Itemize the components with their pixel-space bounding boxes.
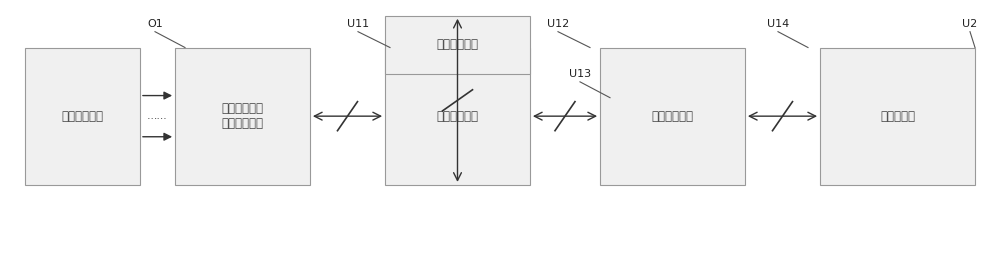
- Text: O1: O1: [147, 19, 163, 29]
- FancyBboxPatch shape: [600, 48, 745, 185]
- Text: 上位机软件: 上位机软件: [880, 110, 915, 123]
- FancyBboxPatch shape: [25, 48, 140, 185]
- Text: 数据处理部分: 数据处理部分: [436, 110, 479, 123]
- Text: U13: U13: [569, 69, 591, 79]
- FancyBboxPatch shape: [175, 48, 310, 185]
- Text: 待测模拟电路: 待测模拟电路: [62, 110, 104, 123]
- Text: U2: U2: [962, 19, 978, 29]
- Text: 数据传输部分: 数据传输部分: [652, 110, 694, 123]
- Text: ……: ……: [147, 111, 168, 121]
- FancyBboxPatch shape: [385, 48, 530, 185]
- Text: 数据存储部分: 数据存储部分: [436, 38, 479, 51]
- FancyBboxPatch shape: [820, 48, 975, 185]
- Text: U11: U11: [347, 19, 369, 29]
- FancyBboxPatch shape: [385, 16, 530, 74]
- Text: U12: U12: [547, 19, 569, 29]
- Text: 模拟电路故障
信息采集部分: 模拟电路故障 信息采集部分: [222, 102, 264, 130]
- Text: U14: U14: [767, 19, 789, 29]
